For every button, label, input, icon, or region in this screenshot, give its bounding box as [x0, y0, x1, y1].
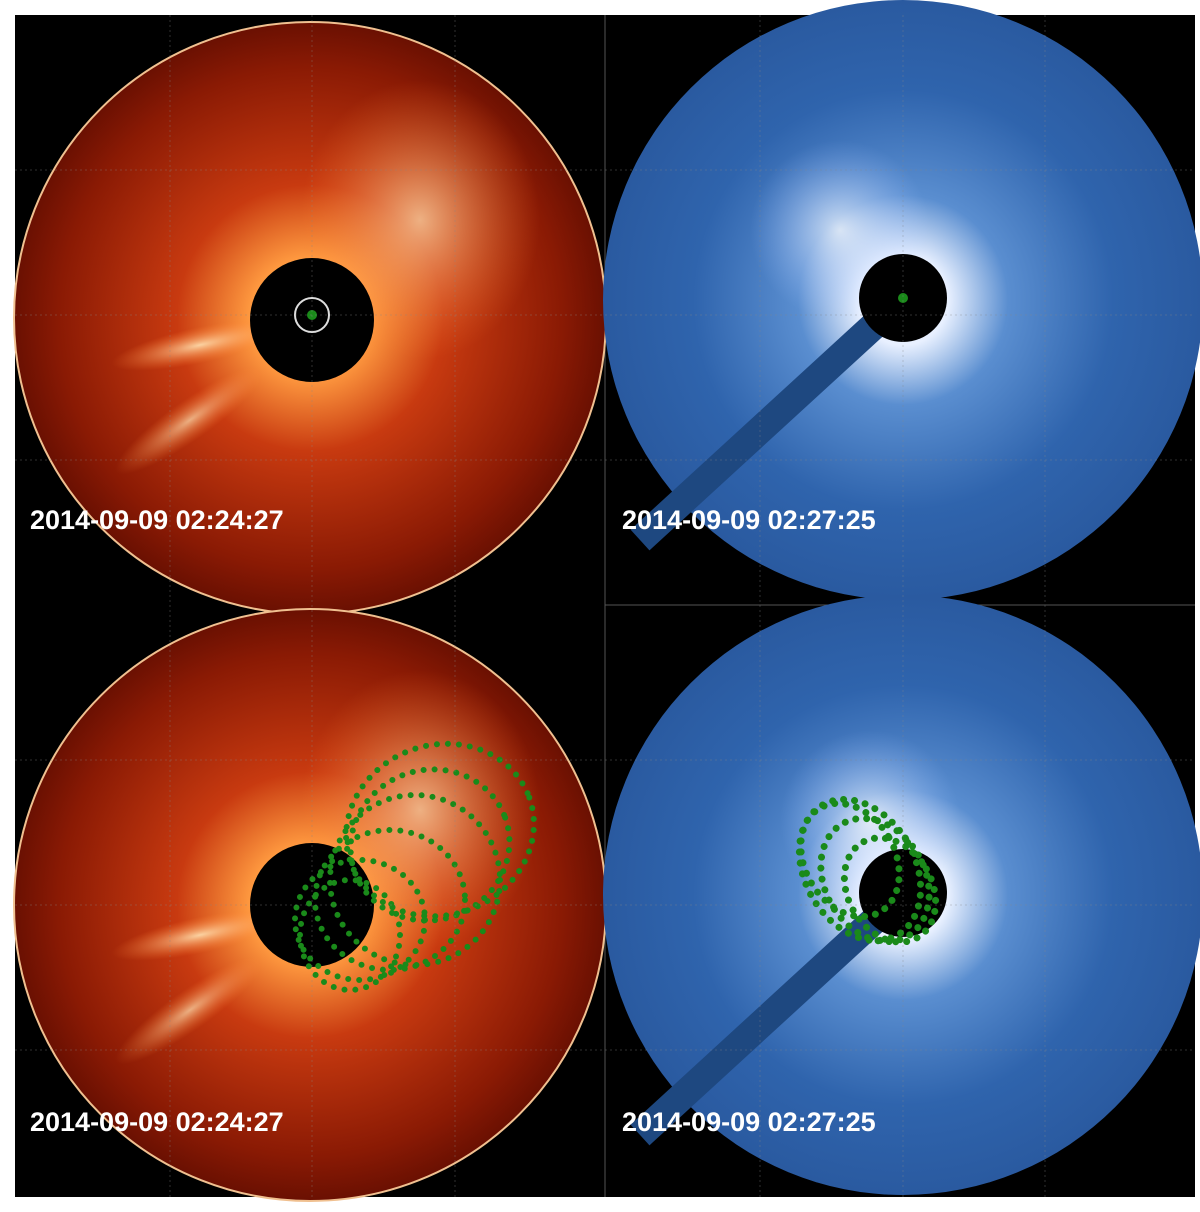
timestamp: 2014-09-09 02:24:27: [30, 1107, 284, 1137]
model-dots: [292, 740, 537, 993]
blue-coronagraph-bottom: [603, 595, 1200, 1195]
model-dots: [795, 795, 940, 946]
timestamp: 2014-09-09 02:24:27: [30, 505, 284, 535]
red-coronagraph-top: [13, 21, 607, 615]
timestamp: 2014-09-09 02:27:25: [622, 505, 876, 535]
red-coronagraph-bottom: [13, 608, 607, 1202]
grid: [15, 15, 1195, 1197]
timestamp: 2014-09-09 02:27:25: [622, 1107, 876, 1137]
blue-coronagraph-top: [603, 0, 1200, 600]
